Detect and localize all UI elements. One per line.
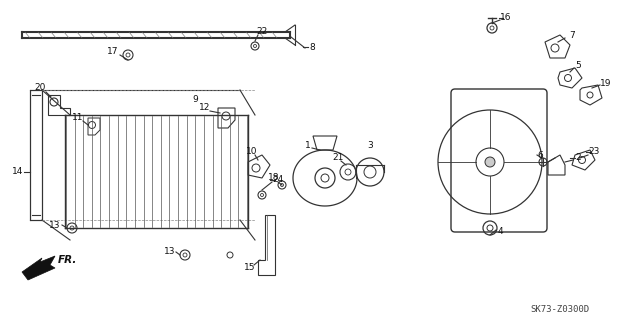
Text: FR.: FR. bbox=[58, 255, 77, 265]
Text: 12: 12 bbox=[199, 103, 211, 113]
Text: 3: 3 bbox=[367, 140, 373, 150]
Text: 4: 4 bbox=[497, 227, 503, 236]
Text: 18: 18 bbox=[268, 174, 280, 182]
Text: 19: 19 bbox=[600, 78, 612, 87]
Text: 10: 10 bbox=[246, 147, 258, 157]
Text: 22: 22 bbox=[257, 27, 268, 36]
Circle shape bbox=[485, 157, 495, 167]
Text: 20: 20 bbox=[35, 84, 45, 93]
Text: 1: 1 bbox=[305, 140, 311, 150]
Text: 2: 2 bbox=[575, 153, 581, 162]
Text: 24: 24 bbox=[273, 175, 284, 184]
Polygon shape bbox=[22, 256, 55, 280]
Text: 16: 16 bbox=[500, 13, 512, 23]
Text: 5: 5 bbox=[575, 61, 581, 70]
Text: 23: 23 bbox=[588, 147, 600, 157]
Text: 8: 8 bbox=[309, 42, 315, 51]
Text: 14: 14 bbox=[12, 167, 24, 176]
Text: 21: 21 bbox=[332, 153, 344, 162]
Text: 7: 7 bbox=[569, 32, 575, 41]
Text: 17: 17 bbox=[108, 48, 119, 56]
Text: 15: 15 bbox=[244, 263, 256, 272]
Text: SK73-Z0300D: SK73-Z0300D bbox=[531, 306, 589, 315]
Text: 9: 9 bbox=[192, 95, 198, 105]
Text: 11: 11 bbox=[72, 114, 84, 122]
Text: 6: 6 bbox=[537, 151, 543, 160]
Text: 13: 13 bbox=[49, 220, 61, 229]
Text: 13: 13 bbox=[164, 248, 176, 256]
